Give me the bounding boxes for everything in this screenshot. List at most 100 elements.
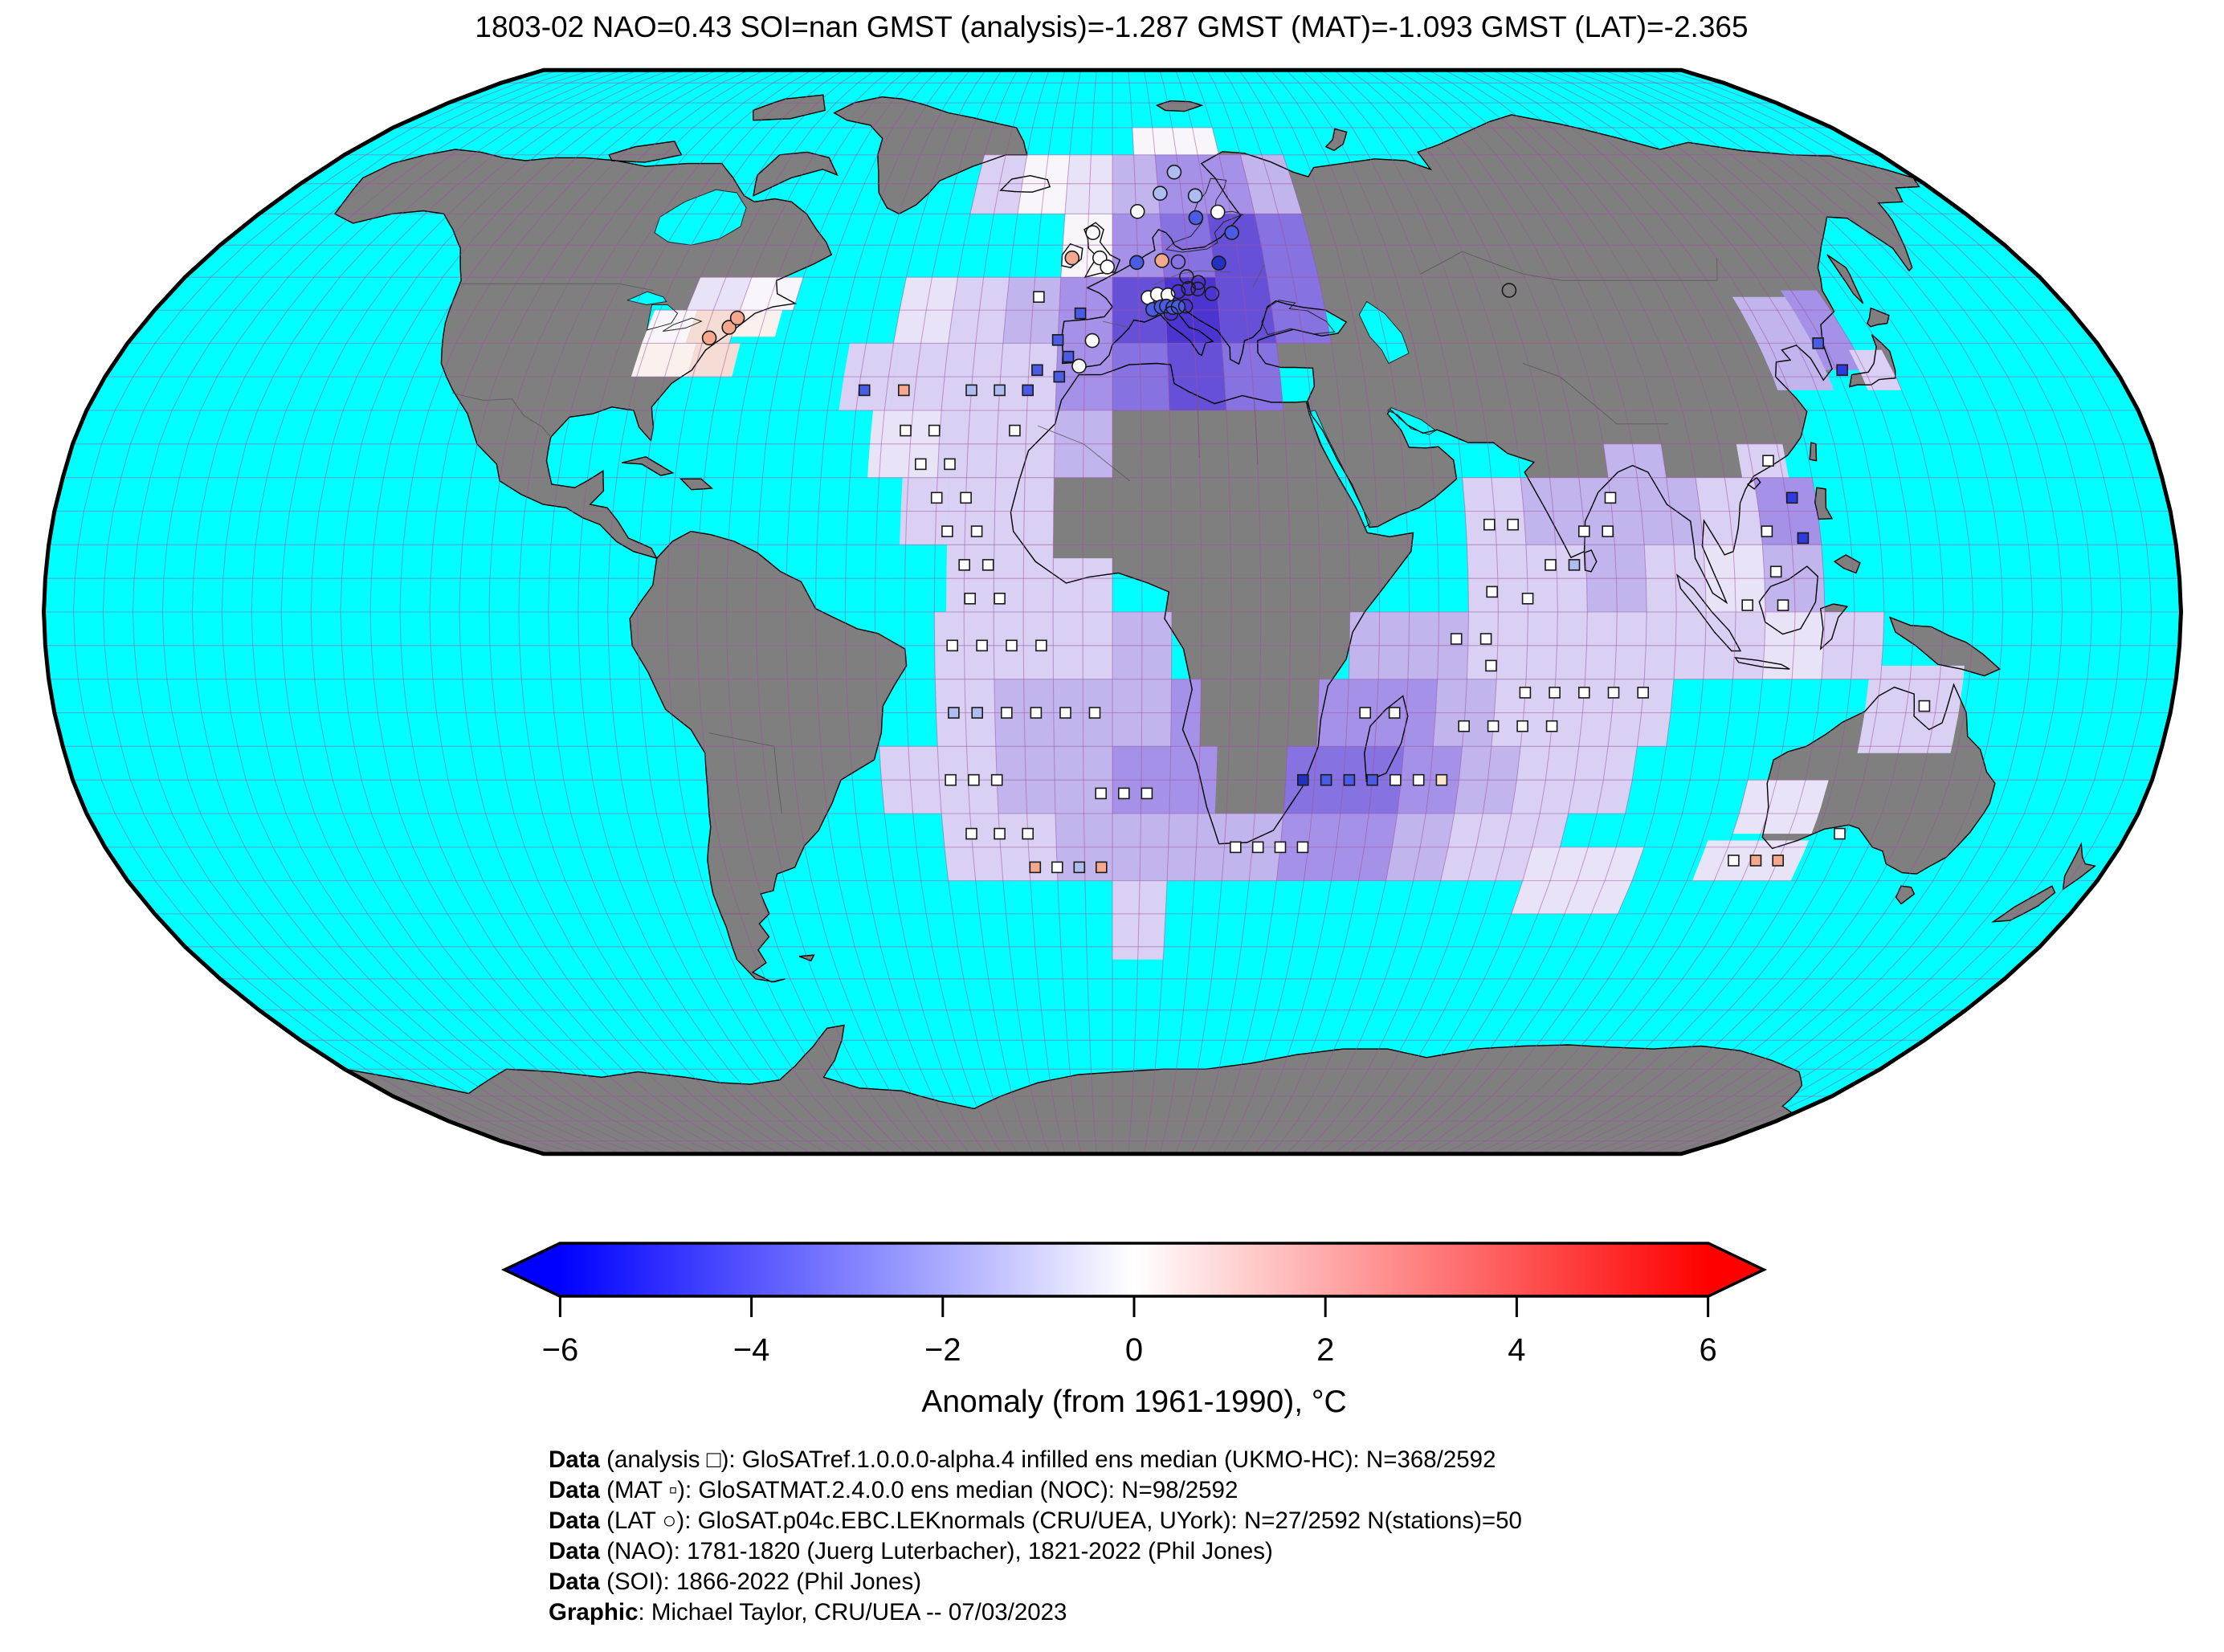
land-baffin xyxy=(753,152,838,196)
coastline-baffin xyxy=(753,151,839,197)
border-line xyxy=(708,732,774,747)
anomaly-cell xyxy=(969,154,1027,214)
mat-square-marker xyxy=(1637,687,1649,699)
figure-title: 1803-02 NAO=0.43 SOI=nan GMST (analysis)… xyxy=(475,10,1748,43)
coastline-australia xyxy=(1761,683,1996,875)
coastline-sumatra xyxy=(1676,573,1742,652)
land-africa xyxy=(1010,363,1414,844)
lat-circle-marker xyxy=(1129,255,1145,271)
coastline-madagascar xyxy=(1364,695,1409,782)
lat-circle-marker xyxy=(1064,250,1080,266)
meridian-line xyxy=(667,69,876,1155)
mat-square-marker xyxy=(948,707,960,719)
lat-circle-marker xyxy=(1210,204,1226,220)
meridian-line xyxy=(1206,69,1292,1155)
map-frame xyxy=(41,67,2184,1156)
meridian-line xyxy=(577,69,829,1155)
mat-square-marker xyxy=(1343,773,1356,786)
meridian-line xyxy=(1222,69,1321,1155)
meridian-line xyxy=(1159,70,1202,1154)
anomaly-cell xyxy=(1732,780,1829,834)
mat-square-marker xyxy=(1096,861,1108,874)
mat-square-marker xyxy=(1483,518,1496,531)
meridian-line xyxy=(1190,69,1262,1155)
mat-square-marker xyxy=(1141,787,1153,800)
mat-square-marker xyxy=(981,559,994,571)
anomaly-cell xyxy=(1857,665,1965,753)
meridian-line xyxy=(726,69,908,1155)
land-victoria-island xyxy=(609,141,682,163)
meridian-line xyxy=(548,69,813,1155)
mat-square-marker xyxy=(1812,337,1824,349)
anomaly-cell xyxy=(1065,154,1112,214)
mat-square-marker xyxy=(964,592,976,605)
meridian-line xyxy=(340,69,702,1155)
mat-square-marker xyxy=(898,384,910,397)
meridian-line xyxy=(755,69,924,1155)
meridian-line xyxy=(310,69,687,1155)
land-new-guinea xyxy=(1890,617,2000,676)
mat-square-marker xyxy=(994,592,1006,605)
mat-square-marker xyxy=(1051,333,1064,346)
mat-square-marker xyxy=(1088,707,1101,719)
tick-label: −4 xyxy=(733,1332,770,1368)
meridian-line xyxy=(72,69,560,1155)
meridian-line xyxy=(1254,69,1381,1155)
mat-square-marker xyxy=(1521,592,1534,605)
meridian-line xyxy=(1052,70,1082,1154)
mat-square-marker xyxy=(968,773,980,786)
mat-square-marker xyxy=(1479,633,1492,645)
mat-square-marker xyxy=(946,639,958,652)
lat-circle-marker xyxy=(1501,283,1517,298)
mat-square-marker xyxy=(1059,707,1071,719)
mat-square-marker xyxy=(990,773,1003,786)
lake-persian-gulf xyxy=(1387,407,1436,435)
mat-square-marker xyxy=(994,827,1006,840)
meridian-line xyxy=(1238,69,1351,1155)
credit-line: Data (MAT ▫): GloSATMAT.2.4.0.0 ens medi… xyxy=(549,1477,1238,1503)
mat-square-marker xyxy=(1001,707,1013,719)
lat-circle-marker xyxy=(1170,283,1186,300)
lat-circle-marker xyxy=(701,330,717,346)
meridian-line xyxy=(191,69,623,1155)
land-hokkaido xyxy=(1867,308,1889,327)
credit-line: Data (SOI): 1866-2022 (Phil Jones) xyxy=(549,1568,921,1595)
meridian-line xyxy=(459,69,765,1155)
meridian-line xyxy=(1570,69,1974,1155)
mat-square-marker xyxy=(1602,525,1614,537)
meridian-line xyxy=(102,69,576,1155)
coastline-nz-north xyxy=(2062,842,2097,891)
meridian-line xyxy=(1286,69,1440,1155)
meridian-line xyxy=(518,69,797,1155)
anomaly-cell xyxy=(1198,154,1255,214)
tick-label: −6 xyxy=(542,1332,579,1368)
mat-square-marker xyxy=(930,492,943,504)
meridian-line xyxy=(1082,70,1097,1154)
lat-circle-marker xyxy=(1163,305,1179,321)
meridian-line xyxy=(1317,69,1499,1155)
coastline-falklands xyxy=(798,954,815,962)
meridian-line xyxy=(785,69,939,1155)
meridian-line xyxy=(844,69,971,1155)
meridian-line xyxy=(607,69,844,1155)
meridian-line xyxy=(280,69,671,1155)
coastline-luzon xyxy=(1814,487,1834,520)
tick-label: 6 xyxy=(1699,1332,1716,1368)
meridian-line xyxy=(251,69,655,1155)
credit-line: Data (LAT ○): GloSAT.p04c.EBC.LEKnormals… xyxy=(549,1507,1522,1534)
mat-square-marker xyxy=(1095,787,1107,800)
credits-block: Data (analysis □): GloSATref.1.0.0.0-alp… xyxy=(549,1446,1522,1625)
mat-square-marker xyxy=(1035,639,1047,652)
world-map xyxy=(41,67,2184,1156)
mat-square-marker xyxy=(1251,841,1264,854)
colorbar-tick-labels: −6 −4 −2 0 2 4 6 xyxy=(542,1332,1717,1368)
meridian-line xyxy=(993,70,1050,1154)
mat-square-marker xyxy=(1320,773,1332,786)
lake-caspian-sea xyxy=(1359,301,1409,364)
credit-line: Graphic: Michael Taylor, CRU/UEA -- 07/0… xyxy=(549,1599,1067,1625)
mat-square-marker xyxy=(1918,700,1931,712)
land-greenland xyxy=(834,96,1027,214)
lat-circle-marker xyxy=(1071,358,1087,374)
mat-square-marker xyxy=(1029,861,1042,874)
tick-label: 0 xyxy=(1125,1332,1143,1368)
